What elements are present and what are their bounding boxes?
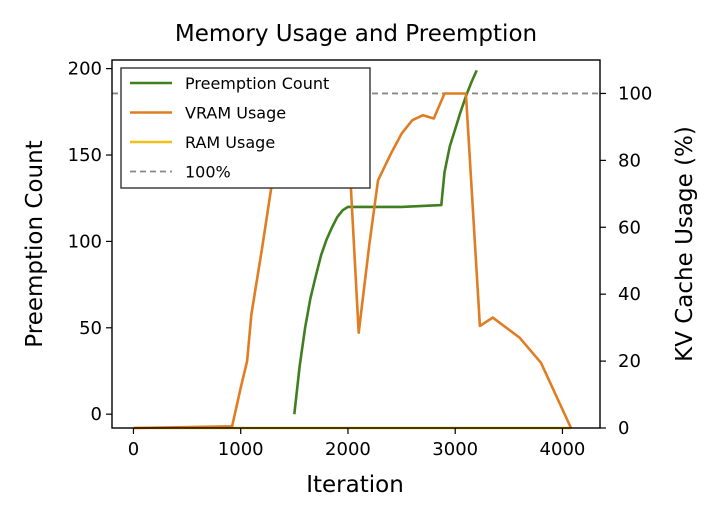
y2-tick-label: 0 [618,418,629,439]
axes-frame [111,59,601,429]
x-tick-label: 2000 [325,439,371,460]
legend: Preemption Count VRAM Usage RAM Usage 100% [120,67,371,189]
x-tick-label: 0 [128,439,139,460]
y-tick-label: 50 [79,318,102,339]
y-tick-label: 150 [68,145,102,166]
x-tick-label: 4000 [540,439,586,460]
y2-tick-label: 100 [618,83,652,104]
y2-tick-label: 20 [618,351,641,372]
right-y-axis-label: KV Cache Usage (%) [672,126,698,362]
y-tick-label: 200 [68,59,102,80]
y2-tick-label: 40 [618,284,641,305]
x-tick-label: 1000 [218,439,264,460]
legend-label: 100% [185,163,231,182]
legend-box [120,67,371,189]
y2-tick-label: 60 [618,217,641,238]
right-y-axis: 0 20 40 60 80 100 [600,83,652,439]
x-axis: 0 1000 2000 3000 4000 [128,428,586,460]
y-tick-label: 0 [91,404,102,425]
x-tick-label: 3000 [432,439,478,460]
legend-label: Preemption Count [185,74,329,93]
left-y-axis: 0 50 100 150 200 [68,59,112,425]
x-axis-label: Iteration [306,472,404,498]
legend-label: RAM Usage [185,133,275,152]
series-line-vram-usage [133,92,573,430]
y-tick-label: 100 [68,231,102,252]
series-line-preemption-count [293,69,478,415]
chart-title: Memory Usage and Preemption [175,21,537,47]
left-y-axis-label: Preemption Count [22,140,48,347]
legend-label: VRAM Usage [185,104,286,123]
y2-tick-label: 80 [618,150,641,171]
